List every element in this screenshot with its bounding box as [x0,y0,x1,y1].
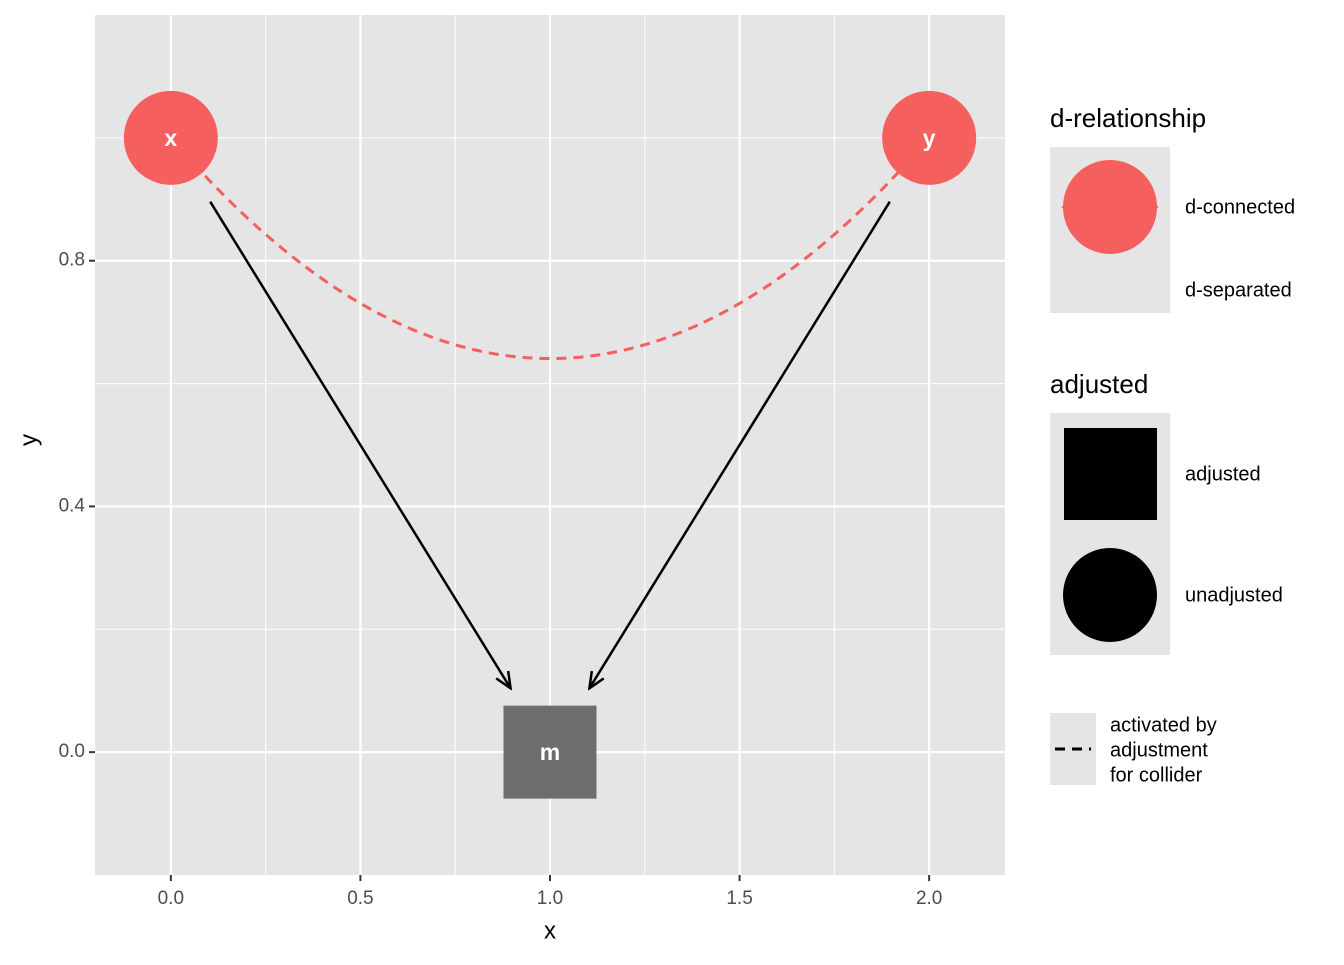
edge [209,201,510,689]
node [123,90,218,185]
legend-key-square [1064,428,1157,520]
legend-key-circle [1063,548,1157,642]
x-tick-label: 2.0 [916,888,942,909]
legend-title: d-relationship [1050,103,1206,133]
legend-title: adjusted [1050,369,1148,399]
node [503,705,597,799]
legend-key-circle [1063,160,1157,254]
legend-label: d-connected [1185,196,1295,218]
y-axis-label: y [15,434,42,446]
legend-label: for collider [1110,764,1203,786]
x-axis-label: x [544,917,556,944]
x-tick-label: 1.5 [726,888,752,909]
node-label: y [923,125,936,151]
legend-label: adjustment [1110,739,1208,761]
x-tick-label: 0.0 [158,888,184,909]
legend-label: d-separated [1185,279,1292,301]
legend-label: activated by [1110,714,1217,736]
node-label: x [164,125,177,151]
y-tick-label: 0.4 [59,495,86,516]
legend-label: unadjusted [1185,584,1283,606]
x-tick-label: 1.0 [537,888,563,909]
x-tick-label: 0.5 [347,888,373,909]
node [882,90,977,185]
collider-path [169,136,931,360]
node-label: m [540,739,560,765]
y-tick-label: 0.0 [59,741,85,762]
edge [589,201,891,689]
y-tick-label: 0.8 [59,250,85,271]
legend-label: adjusted [1185,463,1261,485]
